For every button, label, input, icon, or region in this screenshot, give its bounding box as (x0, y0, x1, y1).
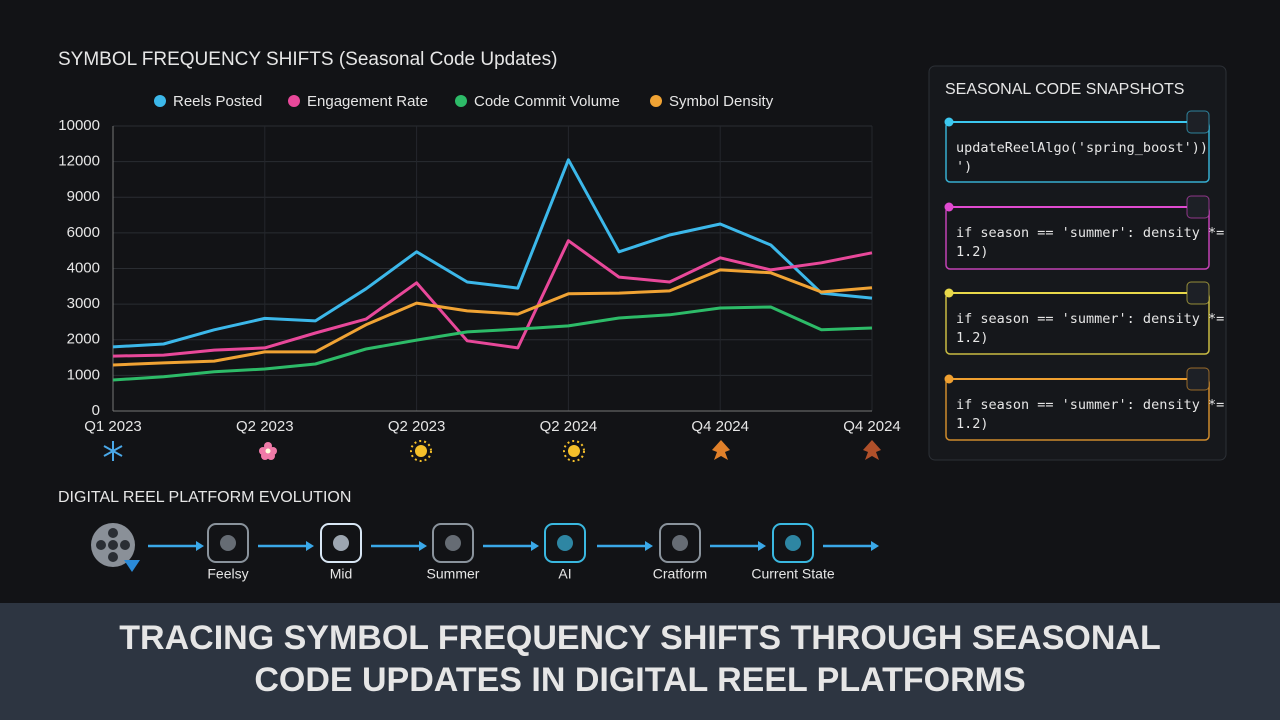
step-icon-core (445, 535, 461, 551)
step-icon (659, 523, 701, 563)
legend-label: Symbol Density (669, 93, 774, 110)
step-label: AI (558, 566, 571, 582)
code-line: updateReelAlgo('spring_boost')) (956, 140, 1208, 156)
series-line (112, 305, 873, 382)
x-tick-label: Q2 2024 (540, 418, 598, 435)
step-icon (772, 523, 814, 563)
legend-label: Reels Posted (173, 93, 262, 110)
y-tick-label: 4000 (67, 259, 100, 276)
y-tick-label: 0 (92, 402, 100, 419)
code-line: 1.2) (956, 244, 989, 260)
step-label: Cratform (653, 566, 707, 582)
code-box-icon (1186, 195, 1210, 219)
y-tick-label: 9000 (67, 188, 100, 205)
step-icon (432, 523, 474, 563)
y-tick-label: 1000 (67, 366, 100, 383)
x-tick-label: Q2 2023 (236, 418, 294, 435)
series-line (112, 239, 873, 358)
legend-marker (650, 95, 662, 107)
snapshots-title: SEASONAL CODE SNAPSHOTS (945, 81, 1184, 98)
step-icon-core (557, 535, 573, 551)
timeline-arrowhead (645, 541, 653, 551)
code-line: if season == 'summer': density *= (956, 311, 1224, 327)
flower-icon (259, 442, 277, 460)
sun-icon (410, 440, 432, 462)
step-label: Mid (330, 566, 353, 582)
legend-marker (154, 95, 166, 107)
code-line: if season == 'summer': density *= (956, 397, 1224, 413)
sun-icon (563, 440, 585, 462)
timeline-title: DIGITAL REEL PLATFORM EVOLUTION (58, 489, 351, 506)
leaf-icon (712, 440, 730, 460)
step-icon (320, 523, 362, 563)
timeline-arrowhead (196, 541, 204, 551)
step-icon-core (220, 535, 236, 551)
step-icon-core (333, 535, 349, 551)
x-tick-label: Q1 2023 (84, 418, 142, 435)
y-tick-label: 10000 (58, 117, 100, 134)
code-box-dot (944, 202, 954, 212)
code-line: if season == 'summer': density *= (956, 225, 1224, 241)
code-box-dot (944, 288, 954, 298)
step-label: Summer (427, 566, 480, 582)
code-box-icon (1186, 110, 1210, 134)
y-tick-label: 12000 (58, 153, 100, 170)
code-line: 1.2) (956, 416, 989, 432)
y-tick-label: 6000 (67, 224, 100, 241)
series-line (112, 268, 873, 367)
y-tick-label: 3000 (67, 295, 100, 312)
legend-marker (288, 95, 300, 107)
code-box-dot (944, 374, 954, 384)
timeline-arrowhead (531, 541, 539, 551)
timeline-arrowhead (871, 541, 879, 551)
snowflake-icon (103, 441, 123, 461)
season-icons (103, 440, 881, 462)
step-icon (207, 523, 249, 563)
legend-marker (455, 95, 467, 107)
reel-icon (91, 523, 140, 572)
code-line: 1.2) (956, 330, 989, 346)
banner-title: TRACING SYMBOL FREQUENCY SHIFTS THROUGH … (119, 619, 1160, 657)
banner-title: CODE UPDATES IN DIGITAL REEL PLATFORMS (254, 661, 1025, 699)
x-tick-label: Q4 2024 (843, 418, 901, 435)
legend-label: Engagement Rate (307, 93, 428, 110)
step-icon-core (672, 535, 688, 551)
step-label: Feelsy (207, 566, 248, 582)
leaf-icon (863, 440, 881, 460)
code-line: ') (956, 159, 972, 175)
timeline-arrowhead (758, 541, 766, 551)
timeline-arrowhead (419, 541, 427, 551)
x-tick-label: Q4 2024 (691, 418, 749, 435)
x-tick-label: Q2 2023 (388, 418, 446, 435)
timeline-arrowhead (306, 541, 314, 551)
code-box-dot (944, 117, 954, 127)
legend-label: Code Commit Volume (474, 93, 620, 110)
banner (0, 603, 1280, 720)
chart-title: SYMBOL FREQUENCY SHIFTS (Seasonal Code U… (58, 49, 557, 70)
code-box-icon (1186, 281, 1210, 305)
y-tick-label: 2000 (67, 331, 100, 348)
code-box-icon (1186, 367, 1210, 391)
series-line (112, 158, 873, 349)
step-label: Current State (751, 566, 834, 582)
step-icon-core (785, 535, 801, 551)
step-icon (544, 523, 586, 563)
